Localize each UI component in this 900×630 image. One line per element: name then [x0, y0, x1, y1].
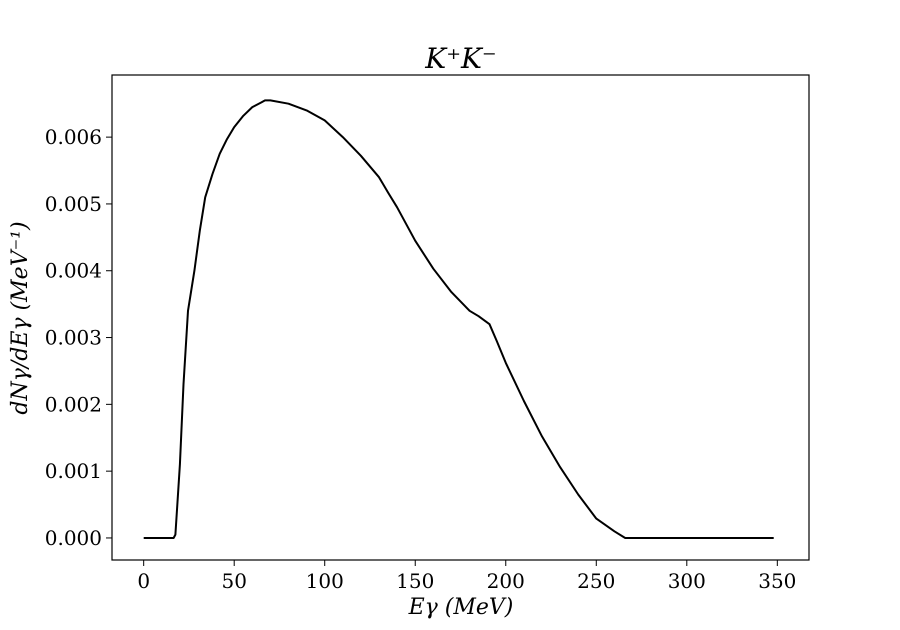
x-tick-label: 350 [758, 569, 796, 593]
plot-frame [111, 74, 810, 561]
x-axis: 0 50 100 150 200 250 300 350 [137, 560, 796, 593]
y-tick-label: 0.004 [45, 259, 102, 283]
x-axis-title: Eγ (MeV) [408, 595, 514, 620]
y-axis-title: dNγ/dEγ (MeV⁻¹) [8, 221, 33, 414]
y-axis: 0.000 0.001 0.002 0.003 0.004 0.005 0.006 [45, 125, 112, 550]
x-tick-label: 0 [137, 569, 150, 593]
y-tick-label: 0.006 [45, 125, 102, 149]
x-tick-label: 50 [221, 569, 246, 593]
x-tick-label: 150 [396, 569, 434, 593]
y-tick-label: 0.005 [45, 192, 102, 216]
x-tick-label: 200 [487, 569, 525, 593]
y-tick-label: 0.003 [45, 326, 102, 350]
x-tick-label: 100 [306, 569, 344, 593]
x-tick-label: 250 [577, 569, 615, 593]
y-tick-label: 0.001 [45, 459, 102, 483]
series-line [143, 99, 774, 539]
x-tick-label: 300 [668, 569, 706, 593]
chart-title: K⁺K⁻ [424, 42, 496, 75]
y-tick-label: 0.002 [45, 392, 102, 416]
y-tick-label: 0.000 [45, 526, 102, 550]
